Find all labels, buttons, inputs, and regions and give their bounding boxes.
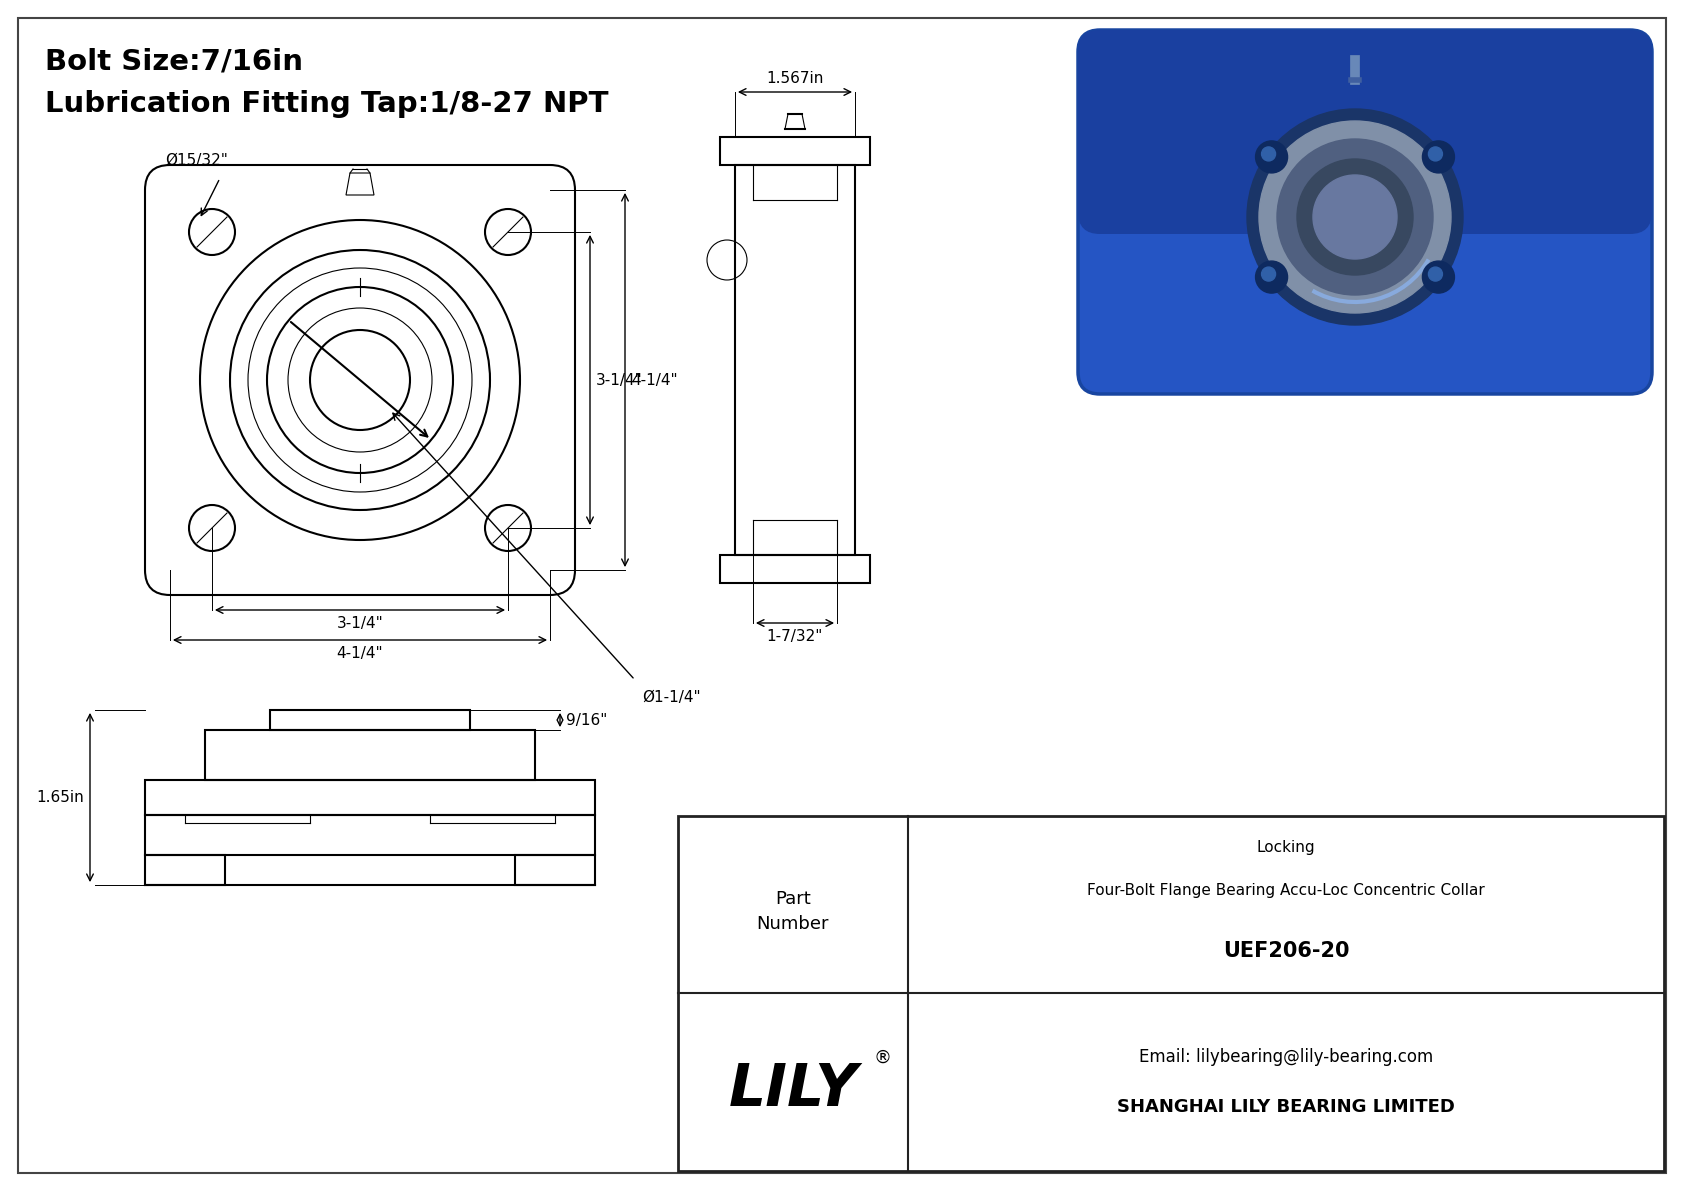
Circle shape <box>1256 261 1288 293</box>
Bar <box>145 780 594 815</box>
Text: LILY: LILY <box>727 1061 857 1118</box>
Text: 3-1/4": 3-1/4" <box>596 373 643 387</box>
Bar <box>734 166 855 555</box>
Text: 1-7/32": 1-7/32" <box>766 629 823 644</box>
Text: 1.567in: 1.567in <box>766 71 823 86</box>
Text: 4-1/4": 4-1/4" <box>337 646 384 661</box>
Text: Lubrication Fitting Tap:1/8-27 NPT: Lubrication Fitting Tap:1/8-27 NPT <box>45 91 608 118</box>
Text: 3-1/4": 3-1/4" <box>337 616 384 631</box>
Text: UEF206-20: UEF206-20 <box>1223 941 1349 961</box>
Bar <box>269 710 470 730</box>
Circle shape <box>1423 141 1455 173</box>
Bar <box>145 855 226 885</box>
Text: 1.65in: 1.65in <box>37 790 84 805</box>
Text: Ø15/32": Ø15/32" <box>165 152 227 168</box>
Circle shape <box>1428 146 1443 161</box>
Circle shape <box>1246 110 1463 325</box>
Text: Email: lilybearing@lily-bearing.com: Email: lilybearing@lily-bearing.com <box>1138 1048 1433 1066</box>
Text: Part
Number: Part Number <box>756 891 829 934</box>
Circle shape <box>1428 267 1443 281</box>
Text: 4-1/4": 4-1/4" <box>632 373 677 387</box>
Circle shape <box>1314 175 1398 258</box>
Text: Locking: Locking <box>1256 841 1315 855</box>
Circle shape <box>1261 146 1275 161</box>
Text: Four-Bolt Flange Bearing Accu-Loc Concentric Collar: Four-Bolt Flange Bearing Accu-Loc Concen… <box>1088 883 1485 898</box>
Circle shape <box>1260 121 1452 313</box>
Circle shape <box>1276 139 1433 295</box>
Text: SHANGHAI LILY BEARING LIMITED: SHANGHAI LILY BEARING LIMITED <box>1116 1098 1455 1116</box>
FancyBboxPatch shape <box>1078 30 1652 233</box>
Bar <box>721 137 871 166</box>
Circle shape <box>1297 160 1413 275</box>
Text: Bolt Size:7/16in: Bolt Size:7/16in <box>45 48 303 76</box>
Circle shape <box>1423 261 1455 293</box>
Bar <box>205 730 536 780</box>
Circle shape <box>1256 141 1288 173</box>
Bar <box>679 816 1664 1171</box>
Circle shape <box>1261 267 1275 281</box>
Bar <box>515 855 594 885</box>
Bar <box>145 815 594 855</box>
FancyBboxPatch shape <box>1078 30 1652 394</box>
Text: ®: ® <box>874 1048 893 1066</box>
Text: Ø1-1/4": Ø1-1/4" <box>642 690 701 705</box>
Bar <box>721 555 871 584</box>
Text: 9/16": 9/16" <box>566 712 608 728</box>
